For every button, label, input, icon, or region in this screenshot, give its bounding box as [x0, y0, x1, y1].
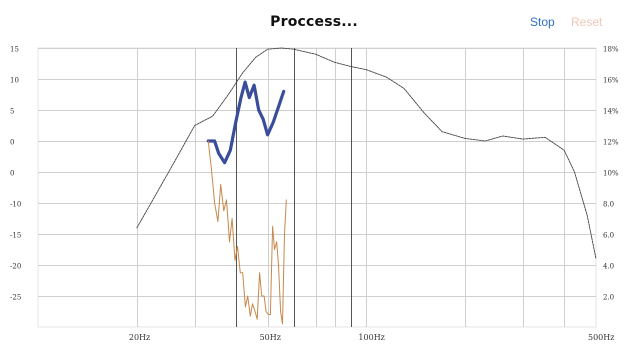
x-tick-label: 50Hz: [260, 333, 281, 342]
right-tick-label: 10%: [603, 170, 619, 178]
reset-button[interactable]: Reset: [571, 15, 603, 29]
x-tick-label: 100Hz: [358, 333, 384, 342]
left-tick-label: 10: [10, 77, 19, 85]
response-curve-line: [136, 47, 597, 260]
left-tick-label: -15: [10, 232, 21, 240]
stop-button[interactable]: Stop: [530, 15, 555, 29]
right-tick-label: 6.0: [603, 232, 614, 240]
left-tick-label: -10: [10, 201, 21, 209]
left-tick-label: 0: [10, 170, 14, 178]
left-tick-label: 5: [10, 108, 14, 116]
left-tick-label: -25: [10, 294, 21, 302]
right-tick-label: 8.0: [603, 201, 614, 209]
left-tick-label: 15: [10, 46, 19, 54]
x-tick-label: 20Hz: [129, 333, 150, 342]
right-tick-label: 12%: [603, 139, 619, 147]
thd-curve-line: [207, 140, 287, 325]
page-title: Proccess...: [270, 14, 358, 30]
chart-svg: 15 10 5 0 0 -10 -15 -20 -25 18% 16% 14% 12% 10% 8.0 6.0…: [10, 46, 619, 343]
frequency-response-chart: 15 10 5 0 0 -10 -15 -20 -25 18% 16% 14% 12% 10% 8.0 6.0…: [0, 44, 628, 353]
x-tick-label: 500Hz: [588, 333, 614, 342]
right-tick-label: 18%: [603, 46, 619, 54]
right-tick-label: 2.0: [603, 294, 614, 302]
left-tick-label: -20: [10, 263, 21, 271]
top-bar: Proccess... Stop Reset: [0, 0, 628, 44]
left-tick-label: 0: [10, 139, 14, 147]
right-tick-label: 4.0: [603, 263, 614, 271]
measured-curve-line: [206, 80, 286, 165]
right-tick-label: 16%: [603, 77, 619, 85]
right-tick-label: 14%: [603, 108, 619, 116]
